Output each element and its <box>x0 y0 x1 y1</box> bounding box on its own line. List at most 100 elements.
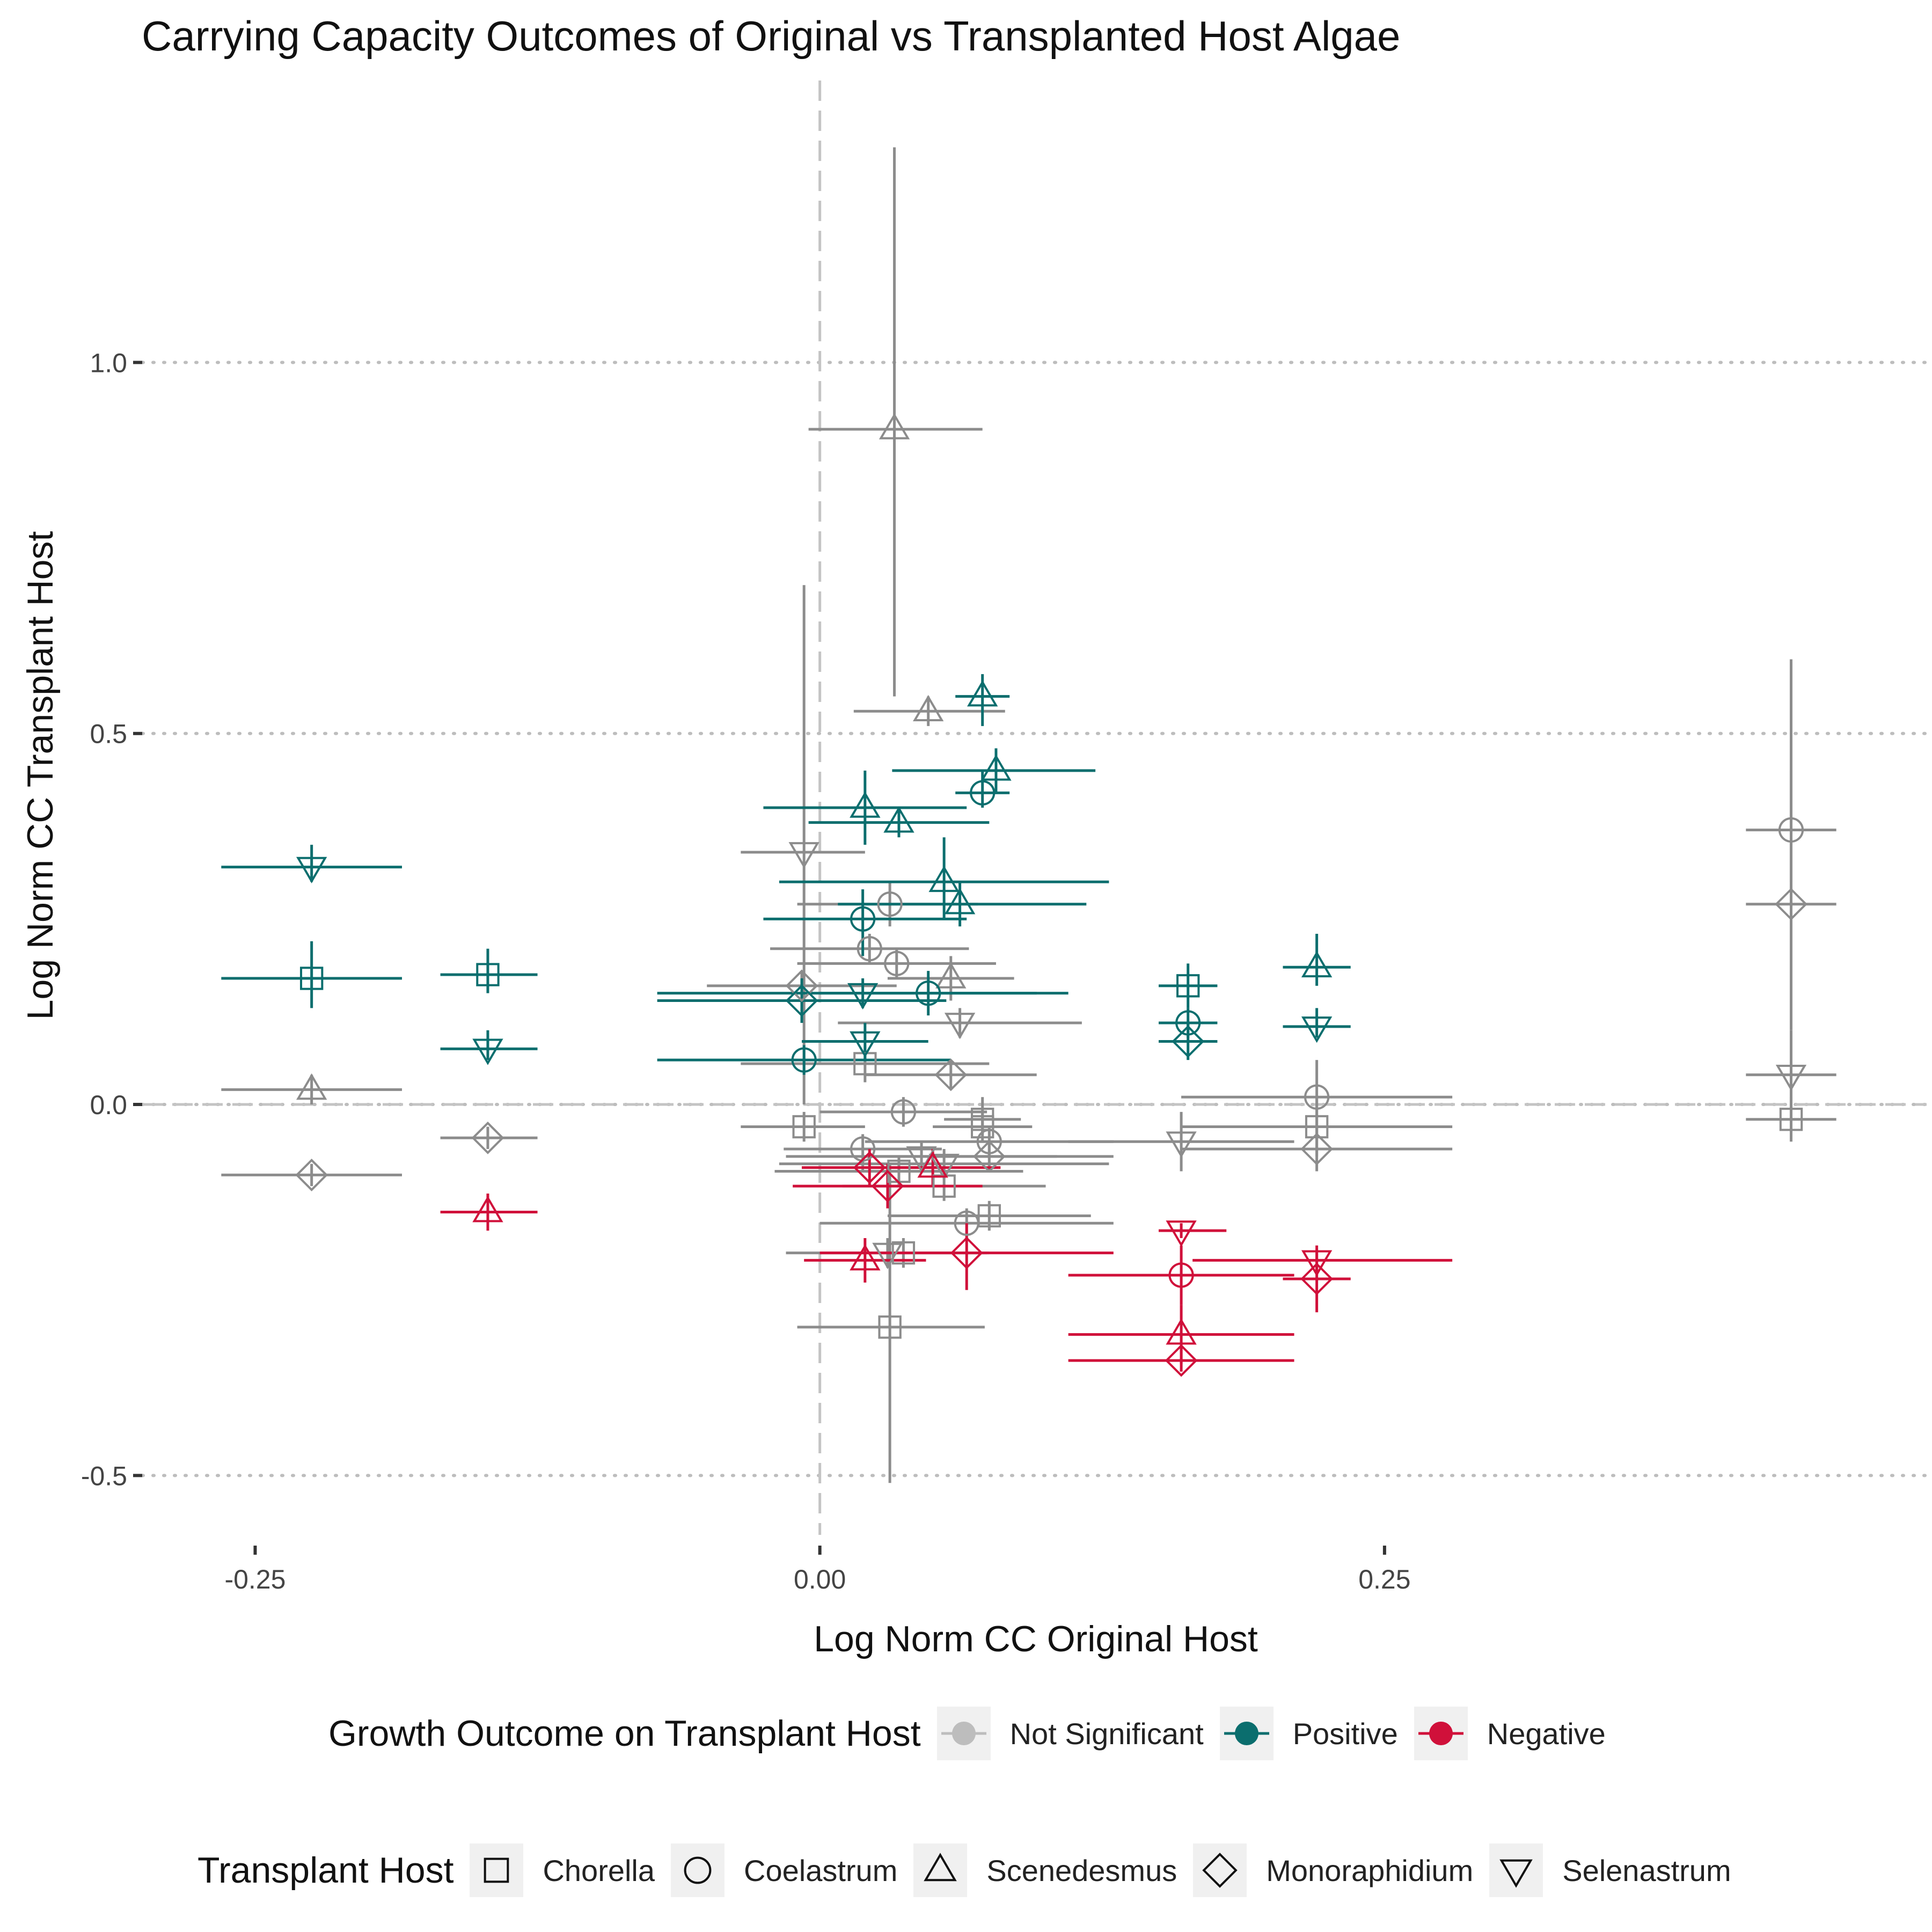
data-point <box>850 1031 881 1058</box>
data-point <box>1166 1220 1197 1247</box>
host-legend-label: Selenastrum <box>1562 1853 1731 1887</box>
host-legend-label: Coelastrum <box>744 1853 898 1887</box>
data-point <box>972 1140 1006 1173</box>
legend-key-symbol <box>1418 1722 1463 1745</box>
data-point <box>1301 1250 1333 1277</box>
data-point <box>976 1129 1002 1154</box>
outcome-legend-label: Not Significant <box>1009 1716 1204 1751</box>
outcome-legend-label: Positive <box>1292 1716 1398 1751</box>
data-point <box>472 1038 503 1065</box>
data-point <box>944 888 976 914</box>
data-point <box>850 1244 881 1271</box>
outcome-legend-key <box>1414 1707 1468 1760</box>
y-axis-label: Log Norm CC Transplant Host <box>20 531 61 1020</box>
data-point <box>1168 1262 1194 1288</box>
y-tick-label: 0.0 <box>90 1090 127 1120</box>
triangle-icon <box>924 1853 957 1882</box>
host-legend-label: Monoraphidium <box>1266 1853 1474 1887</box>
data-point <box>295 1158 328 1191</box>
legend-key-symbol <box>684 1856 712 1884</box>
data-point <box>472 1196 503 1223</box>
host-legend-key <box>1193 1843 1247 1897</box>
data-point <box>785 984 818 1017</box>
data-point <box>977 1204 1001 1228</box>
host-legend-label: Scenedesmus <box>986 1853 1177 1887</box>
host-legend-title: Transplant Host <box>197 1850 454 1891</box>
host-legend-item: Chorella <box>470 1843 655 1897</box>
grid-lines <box>141 361 1928 1477</box>
data-point <box>785 969 818 1002</box>
triangle-down-icon <box>1499 1859 1533 1888</box>
data-point <box>1301 1016 1333 1043</box>
data-point <box>1176 974 1200 998</box>
data-point <box>1779 1108 1803 1131</box>
data-point <box>1304 1084 1330 1110</box>
outcome-legend-title: Growth Outcome on Transplant Host <box>328 1713 921 1754</box>
outcome-legend-label: Negative <box>1487 1716 1606 1751</box>
outcome-legend-item: Not Significant <box>936 1707 1204 1760</box>
legend-key-dot <box>952 1722 976 1745</box>
data-point <box>476 963 500 986</box>
x-axis-label: Log Norm CC Original Host <box>814 1619 1258 1659</box>
chart-title: Carrying Capacity Outcomes of Original v… <box>142 12 1401 60</box>
host-legend-item: Scenedesmus <box>913 1843 1177 1897</box>
data-point <box>1166 1131 1197 1158</box>
data-point <box>950 1236 983 1270</box>
legend-key-symbol <box>1224 1722 1269 1745</box>
data-point <box>970 780 996 806</box>
host-legend-item: Coelastrum <box>671 1843 897 1897</box>
data-point <box>471 1121 504 1154</box>
data-point <box>928 1153 960 1181</box>
data-point <box>871 1169 904 1203</box>
data-point <box>791 1047 817 1073</box>
data-point <box>883 806 914 833</box>
data-point <box>890 1099 916 1125</box>
data-point <box>296 857 327 883</box>
data-point <box>1305 1115 1329 1139</box>
data-point <box>935 962 967 989</box>
data-point <box>916 980 941 1006</box>
data-point <box>913 694 944 722</box>
data-point <box>954 1210 979 1236</box>
data-point <box>1301 950 1333 978</box>
legend-key-symbol <box>941 1722 986 1745</box>
data-point <box>967 680 998 707</box>
outcome-legend-key <box>1219 1707 1274 1760</box>
y-tick-label: 1.0 <box>90 348 127 378</box>
data-point <box>792 1115 816 1139</box>
outcome-legend-item: Negative <box>1414 1707 1606 1760</box>
data-point <box>1775 1064 1807 1092</box>
data-point <box>1172 1025 1205 1058</box>
legend-key-symbol <box>924 1853 957 1882</box>
data-point <box>971 1115 994 1139</box>
host-legend: Transplant Host Chorella Coelastrum Scened… <box>197 1843 1747 1897</box>
diamond-icon <box>1202 1853 1238 1888</box>
legend-key-symbol <box>1202 1853 1238 1888</box>
data-point <box>857 936 882 962</box>
legend-key-symbol <box>1499 1859 1533 1888</box>
data-point <box>884 950 910 976</box>
data-point <box>891 1241 916 1265</box>
square-icon <box>484 1857 509 1883</box>
data-point <box>1778 817 1804 843</box>
data-point <box>872 1242 903 1269</box>
data-point <box>850 906 876 932</box>
data-point <box>299 967 324 990</box>
data-points <box>295 413 1807 1377</box>
y-tick-label: 0.5 <box>90 719 127 749</box>
error-bars <box>221 147 1836 1483</box>
data-point <box>928 865 960 892</box>
host-legend-key <box>1489 1843 1543 1897</box>
host-legend-key <box>913 1843 968 1897</box>
host-legend-key <box>671 1843 725 1897</box>
x-tick-label: -0.25 <box>224 1564 286 1594</box>
data-point <box>788 842 819 869</box>
reference-lines <box>142 80 1927 1535</box>
data-point <box>1775 888 1807 921</box>
data-point <box>296 1073 327 1100</box>
data-point <box>853 1052 877 1075</box>
outcome-legend-item: Positive <box>1219 1707 1398 1760</box>
data-point <box>877 891 903 917</box>
outcome-legend: Growth Outcome on Transplant Host Not Si… <box>328 1707 1622 1760</box>
